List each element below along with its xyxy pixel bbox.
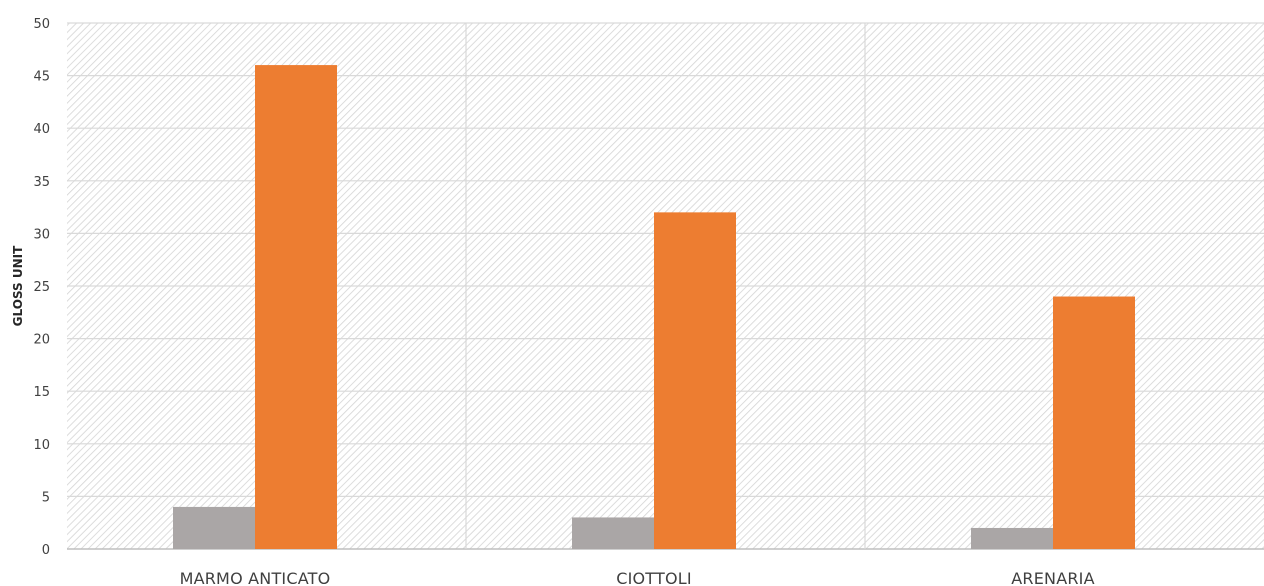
y-tick-label: 25: [33, 280, 50, 295]
y-tick-label: 0: [42, 543, 50, 558]
bar-2-marmo-anticato: [255, 65, 337, 549]
x-category-label: MARMO ANTICATO: [180, 569, 331, 586]
y-axis-title: GLOSS UNIT: [11, 245, 25, 326]
bar-2-ciottoli: [654, 212, 736, 550]
bar-1-ciottoli: [572, 517, 654, 549]
y-tick-label: 20: [33, 333, 50, 348]
bar-1-arenaria: [971, 527, 1053, 549]
bar-2-arenaria: [1053, 296, 1135, 549]
x-category-label: ARENARIA: [1011, 569, 1094, 586]
y-axis-ticks: 0 5 10 15 20 25 30 35 40 45 50: [33, 17, 50, 558]
bars: [173, 65, 1135, 550]
y-tick-label: 10: [33, 438, 50, 453]
y-tick-label: 5: [42, 490, 50, 505]
y-tick-label: 45: [33, 70, 50, 85]
y-tick-label: 15: [33, 385, 50, 400]
bar-1-marmo-anticato: [173, 506, 255, 549]
y-tick-label: 30: [33, 227, 50, 242]
x-category-label: CIOTTOLI: [616, 569, 692, 586]
y-tick-label: 40: [33, 122, 50, 137]
x-axis-categories: MARMO ANTICATO CIOTTOLI ARENARIA: [180, 569, 1095, 586]
y-tick-label: 35: [33, 175, 50, 190]
y-tick-label: 50: [33, 17, 50, 32]
